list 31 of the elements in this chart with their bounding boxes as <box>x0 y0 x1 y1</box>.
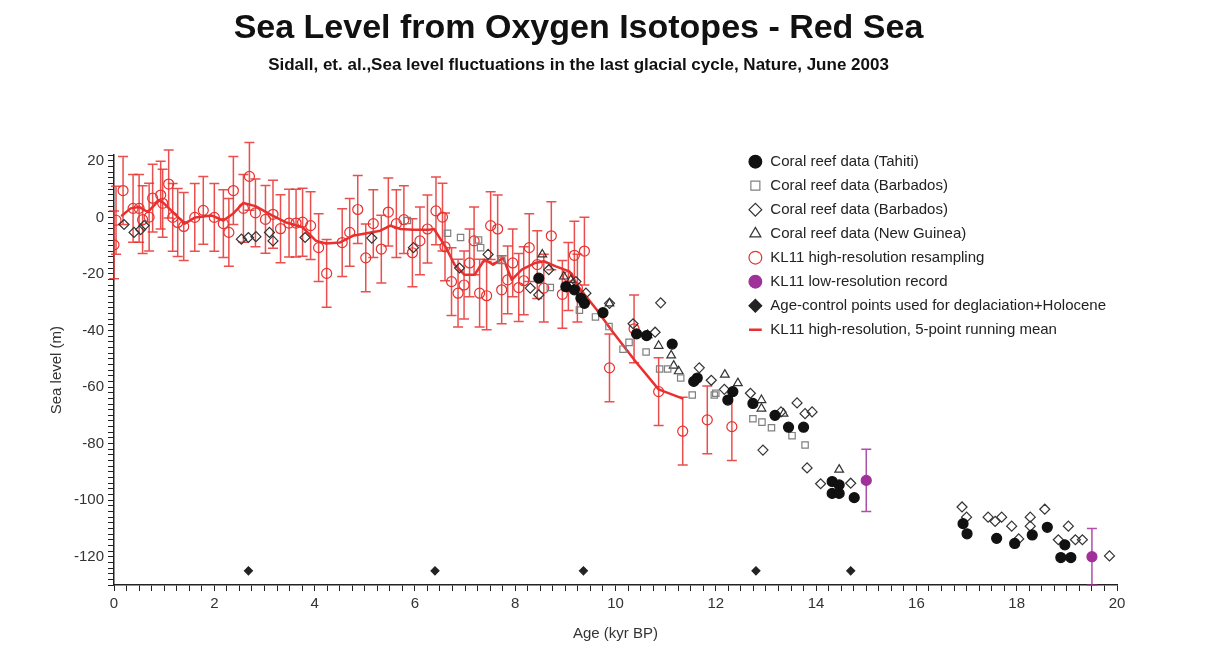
x-tick-label: 10 <box>607 594 624 612</box>
legend-label: Coral reef data (Barbados) <box>770 175 948 193</box>
legend-label: Coral reef data (Barbados) <box>770 199 948 217</box>
y-tick-label: -100 <box>73 490 105 508</box>
x-tick-label: 20 <box>1108 594 1126 612</box>
x-tick-label: 12 <box>707 594 725 612</box>
legend-label: KL11 high-resolution resampling <box>770 247 985 265</box>
y-tick-label: -40 <box>82 320 105 338</box>
chart-title: Sea Level from Oxygen Isotopes - Red Sea <box>233 6 925 45</box>
x-axis-title: Age (kyr BP) <box>573 624 659 642</box>
y-tick-label: 20 <box>87 151 105 168</box>
x-tick-label: 2 <box>210 594 219 612</box>
x-tick-label: 18 <box>1008 594 1026 612</box>
x-tick-label: 6 <box>410 594 420 612</box>
y-tick-label: -20 <box>82 264 105 282</box>
x-tick-label: 0 <box>109 594 119 612</box>
legend-label: KL11 high-resolution, 5-point running mean <box>770 319 1057 337</box>
legend-label: Coral reef data (New Guinea) <box>770 223 967 241</box>
x-tick-label: 14 <box>807 594 825 612</box>
legend-label: Age-control points used for deglaciation+Holocene <box>770 295 1107 313</box>
chart-subtitle: Sidall, et. al.,Sea level fluctuations in the last glacial cycle, Nature, June 2003 <box>268 54 889 74</box>
legend-label: KL11 low-resolution record <box>770 271 948 289</box>
y-tick-label: 0 <box>95 207 105 225</box>
x-tick-label: 4 <box>310 594 319 612</box>
x-tick-label: 16 <box>908 594 925 612</box>
y-tick-label: -120 <box>73 546 105 564</box>
x-tick-label: 8 <box>511 594 520 612</box>
y-tick-label: -60 <box>82 377 105 395</box>
legend-label: Coral reef data (Tahiti) <box>770 151 919 169</box>
y-axis-title: Sea level (m) <box>47 325 65 415</box>
y-tick-label: -80 <box>82 433 105 451</box>
